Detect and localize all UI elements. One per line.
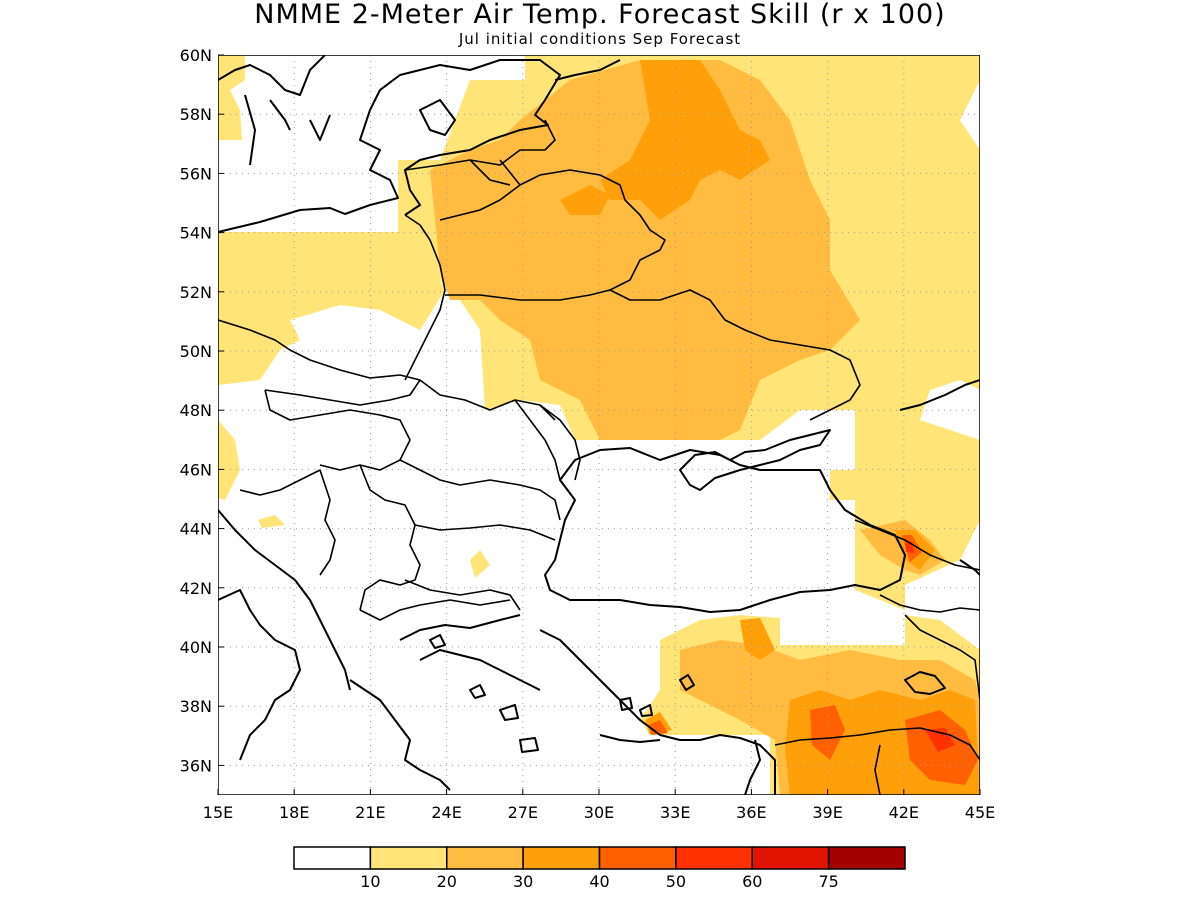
lat-tick-label: 52N [180,283,212,302]
colorbar-label: 60 [742,872,762,891]
border-romania [399,459,561,521]
border-turkey-syria-iraq [774,727,980,795]
lat-tick-label: 38N [180,697,212,716]
lon-tick-label: 36E [736,803,766,822]
lon-tick-label: 33E [660,803,690,822]
colorbar-swatch [446,846,524,870]
lon-tick-label: 42E [889,803,919,822]
colorbar-label: 50 [666,872,686,891]
skill-region-level3-turkey-a [740,618,775,660]
lon-tick-label: 21E [355,803,385,822]
skill-region-level1-poland [218,215,445,385]
colorbar-swatch [675,846,753,870]
colorbar: 10 20 30 40 50 60 75 [293,846,906,891]
colorbar-label: 30 [513,872,533,891]
lon-tick-label: 30E [584,803,614,822]
coastline-azov-crimea [679,429,831,491]
colorbar-label: 40 [589,872,609,891]
lat-tick-label: 48N [180,401,212,420]
colorbar-label: 20 [437,872,457,891]
border-belarus-south [439,169,666,301]
coastline-caspian [899,379,980,576]
skill-region-level1-balkan-b [258,515,285,528]
lat-tick-label: 36N [180,756,212,775]
coastline-islands [429,634,946,753]
lat-tick-label: 42N [180,579,212,598]
lat-tick-label: 50N [180,342,212,361]
skill-region-level1-balkan-a [218,420,240,500]
map-subtitle: Jul initial conditions Sep Forecast [458,30,741,48]
lat-tick-label: 58N [180,105,212,124]
border-poland-germany [218,319,421,381]
coastline-adriatic-italy [218,509,351,761]
border-ukraine-west [419,379,581,481]
coastline-scandinavia [218,55,621,166]
colorbar-swatch [827,846,906,870]
lon-tick-label: 27E [508,803,538,822]
colorbar-swatch [598,846,677,870]
colorbar-swatch [369,846,448,870]
border-turkey-caucasus [879,594,980,701]
colorbar-swatch [293,846,372,870]
lon-tick-label: 15E [203,803,233,822]
skill-region-level1-bulgaria [470,550,490,578]
border-moldova [514,399,561,481]
coastline-black-sea [544,447,906,613]
coastline-aegean-greece [349,614,541,791]
colorbar-swatch [751,846,830,870]
coastline-med-south [599,734,761,795]
skill-region-level3-smolensk [560,185,610,215]
colorbar-label: 75 [818,872,838,891]
coastlines [218,55,980,795]
lat-tick-label: 44N [180,520,212,539]
lon-tick-label: 18E [279,803,309,822]
border-ukraine-russia [609,289,861,421]
skill-shading [218,55,980,795]
border-balkans [239,464,556,621]
map-title: NMME 2-Meter Air Temp. Forecast Skill (r… [254,0,945,30]
map-plot-area [218,55,980,795]
border-caucasus-north [854,519,980,571]
lon-tick-label: 39E [812,803,842,822]
lat-tick-label: 60N [180,46,212,65]
latitude-axis: 60N 58N 56N 54N 52N 50N 48N 46N 44N 42N 40N 38N 36N [180,46,224,775]
colorbar-label: 10 [360,872,380,891]
skill-region-level3-moscow [600,60,770,220]
colorbar-swatch [522,846,601,870]
lat-tick-label: 46N [180,460,212,479]
longitude-axis: 15E 18E 21E 24E 27E 30E 33E 36E 39E 42E 45E [203,789,995,822]
lat-tick-label: 56N [180,164,212,183]
lon-tick-label: 24E [431,803,461,822]
country-borders [218,119,980,795]
skill-region-level4-syria [810,705,845,760]
border-poland-east [404,214,446,381]
border-baltics [404,119,556,186]
lat-tick-label: 54N [180,224,212,243]
coastline-baltic [218,59,561,233]
skill-region-level4-sw-turkey [648,720,668,735]
lat-tick-label: 40N [180,638,212,657]
lon-tick-label: 45E [965,803,995,822]
